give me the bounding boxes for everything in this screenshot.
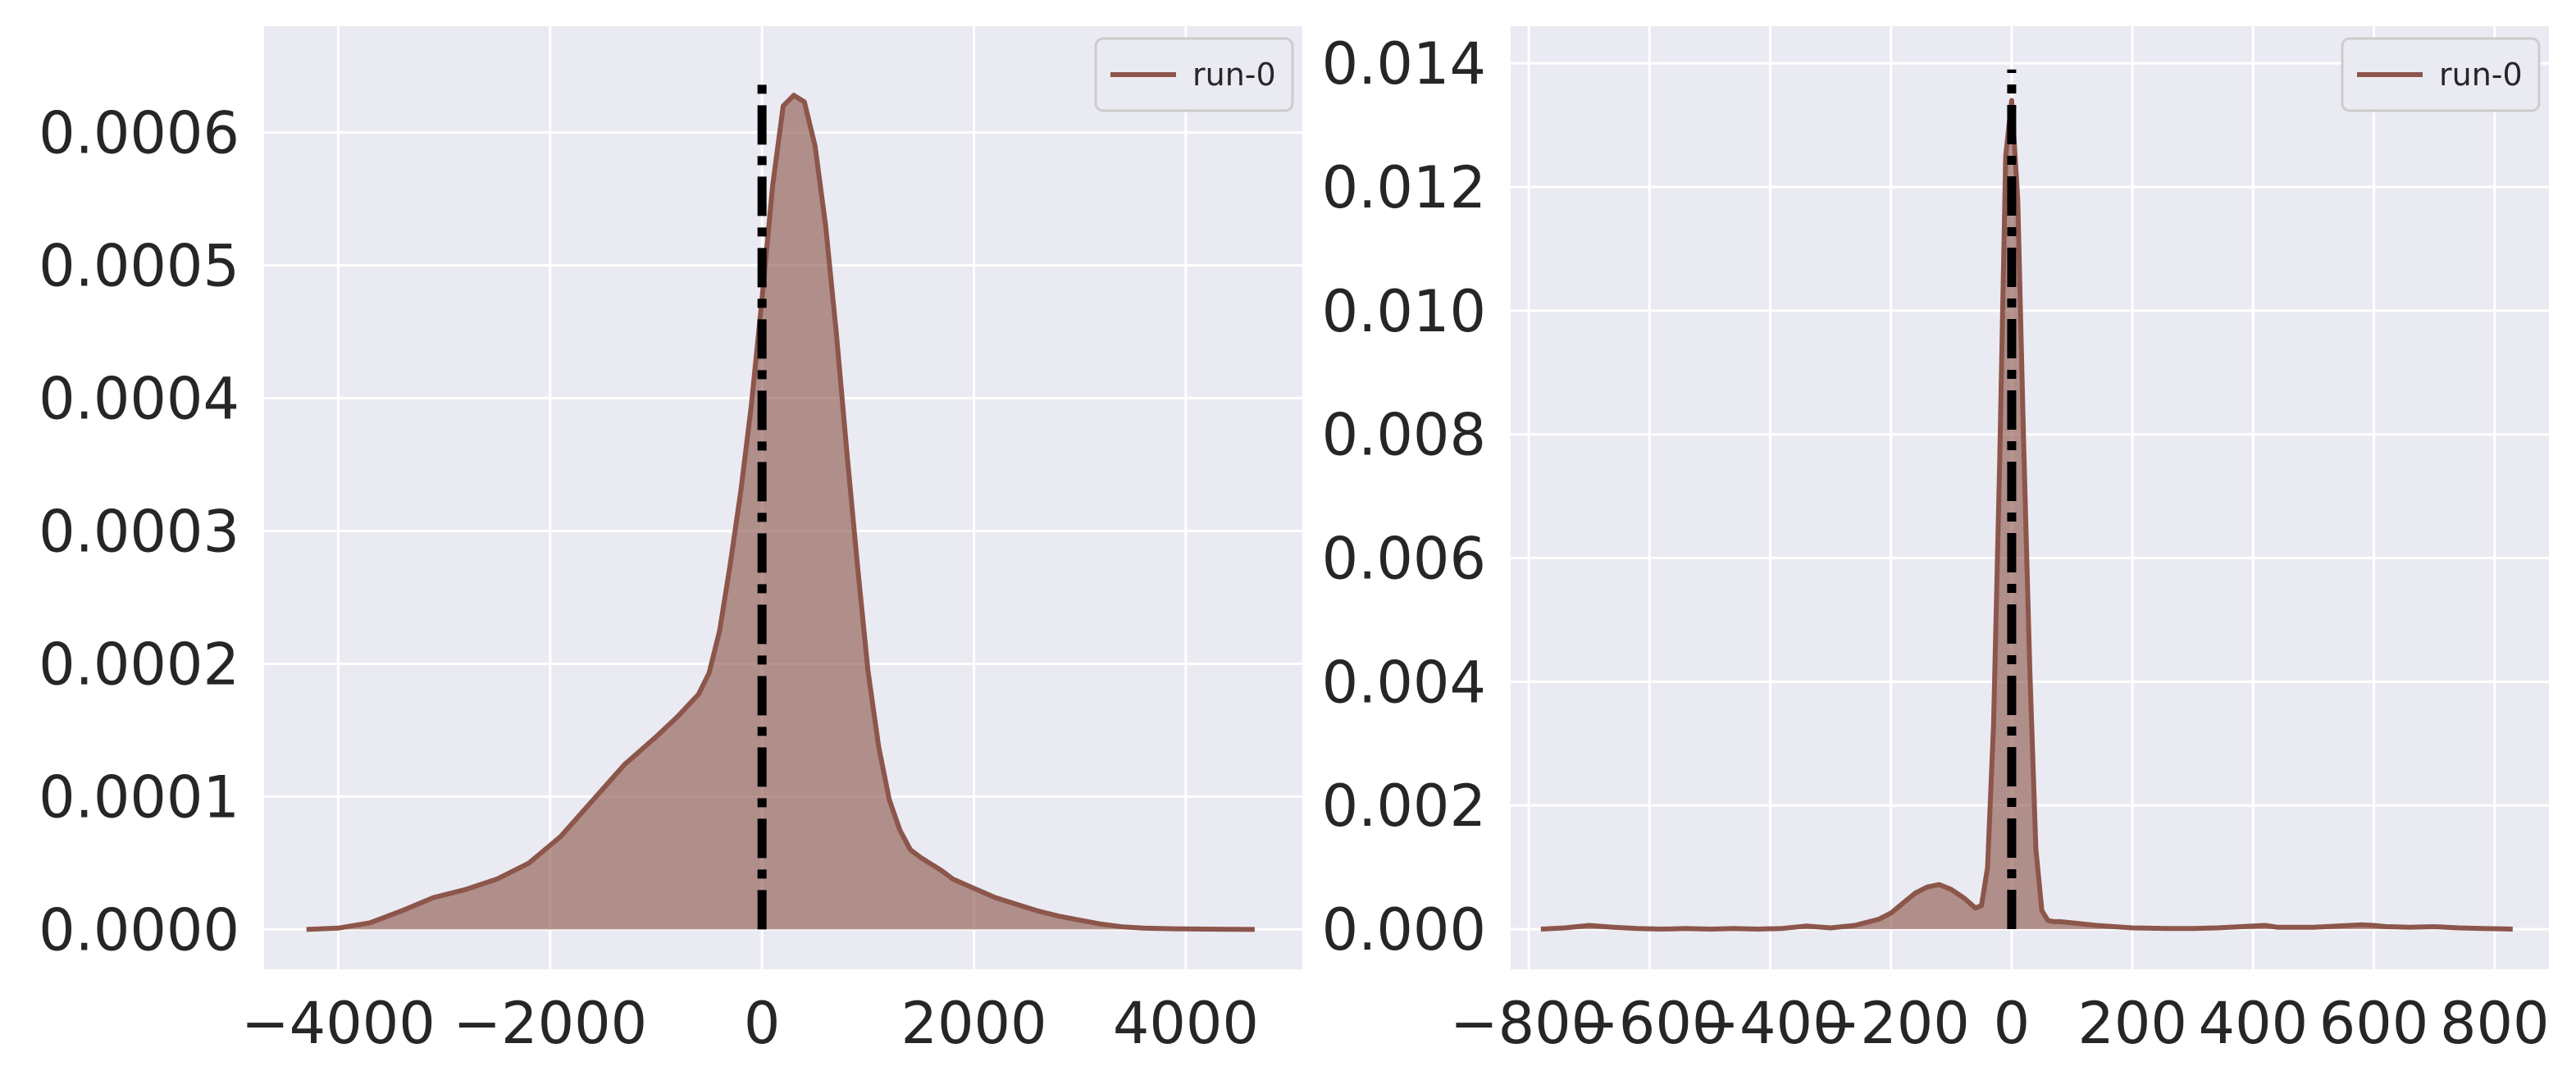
y-tick-label: 0.0000 — [39, 896, 239, 964]
legend-box — [1094, 37, 1294, 112]
x-tick-label: 0 — [744, 990, 781, 1057]
y-tick-label: 0.014 — [1322, 30, 1486, 98]
y-tick-label: 0.0004 — [39, 366, 239, 433]
x-tick-label: 400 — [2199, 990, 2309, 1057]
x-tick-label: 0 — [1994, 990, 2031, 1057]
y-tick-label: 0.000 — [1322, 896, 1486, 964]
series-line-run-0 — [306, 93, 1255, 932]
series-area-run-0 — [306, 95, 1255, 930]
x-tick-label: −4000 — [241, 990, 435, 1057]
x-tick-label: −600 — [1571, 990, 1728, 1057]
y-tick-label: 0.0005 — [39, 233, 239, 300]
chart-panel-2: −800−600−400−200 0 200 400 600 800 0.000 0.002 0… — [1322, 26, 2550, 1057]
x-tick-label: 2000 — [900, 990, 1046, 1057]
y-tick-label: 0.0001 — [39, 763, 239, 831]
legend-box — [2341, 37, 2541, 112]
y-tick-label: 0.004 — [1322, 649, 1486, 716]
x-tick-label: −400 — [1691, 990, 1849, 1057]
x-tick-label: 800 — [2440, 990, 2550, 1057]
legend: run-0 — [1094, 37, 1294, 112]
legend: run-0 — [2341, 37, 2541, 112]
y-tick-label: 0.010 — [1322, 278, 1486, 345]
legend-entry: run-0 — [2439, 57, 2523, 93]
chart-panel-1: −4000 −2000 0 2000 4000 0.0000 0.0001 0.0002 0.0… — [39, 26, 1302, 1057]
x-tick-label: −800 — [1450, 990, 1607, 1057]
y-tick-label: 0.012 — [1322, 154, 1486, 221]
y-tick-label: 0.0003 — [39, 498, 239, 565]
y-tick-label: 0.002 — [1322, 772, 1486, 840]
x-tick-label: 200 — [2077, 990, 2187, 1057]
y-tick-label: 0.0006 — [39, 100, 239, 167]
x-tick-label: −200 — [1812, 990, 1970, 1057]
y-tick-label: 0.0002 — [39, 631, 239, 698]
legend-entry: run-0 — [1192, 57, 1276, 93]
x-tick-label: −2000 — [453, 990, 647, 1057]
series-area-run-0 — [1540, 100, 2513, 929]
x-tick-label: 4000 — [1113, 990, 1259, 1057]
x-tick-label: 600 — [2319, 990, 2429, 1057]
y-tick-label: 0.008 — [1322, 402, 1486, 469]
series-line-run-0 — [1540, 98, 2513, 932]
y-tick-label: 0.006 — [1322, 526, 1486, 593]
